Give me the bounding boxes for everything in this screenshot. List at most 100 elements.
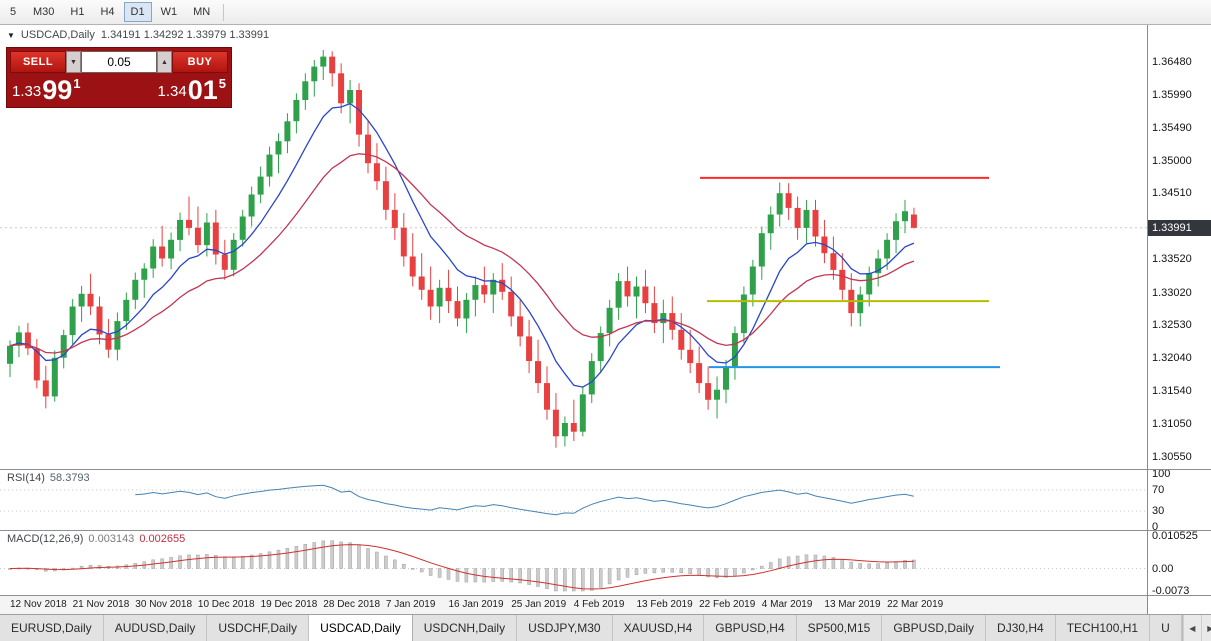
price-axis-label: 1.30550 <box>1152 451 1192 463</box>
macd-axis-label: 0.00 <box>1152 562 1174 575</box>
macd-histogram-bar <box>366 548 370 569</box>
candlestick-chart[interactable] <box>0 25 1147 470</box>
macd-name: MACD(12,26,9) <box>7 533 84 545</box>
macd-plot <box>0 540 1147 592</box>
candle-body <box>499 279 506 292</box>
date-axis-label: 21 Nov 2018 <box>72 599 130 610</box>
price-axis-label: 1.35990 <box>1152 88 1192 101</box>
candle-body <box>839 269 846 290</box>
candle-body <box>794 207 801 228</box>
candle-body <box>382 181 389 210</box>
candle-body <box>875 258 882 274</box>
candle-body <box>758 233 765 267</box>
macd-histogram-bar <box>339 541 343 569</box>
macd-histogram-bar <box>419 568 424 573</box>
timeframe-button-M30[interactable]: M30 <box>33 6 55 18</box>
macd-histogram-bar <box>509 568 513 583</box>
volume-input[interactable] <box>81 51 157 73</box>
candle-body <box>812 209 819 237</box>
macd-histogram-bar <box>402 563 406 569</box>
date-axis-label: 10 Dec 2018 <box>197 599 255 610</box>
candle-body <box>776 193 783 215</box>
candles <box>7 50 917 448</box>
candle-body <box>320 56 327 67</box>
candle-body <box>526 336 533 361</box>
sell-button[interactable]: SELL <box>10 51 66 73</box>
rsi-value: 58.3793 <box>49 472 90 484</box>
rsi-indicator-pane[interactable]: RSI(14) 58.3793 <box>0 470 1147 531</box>
timeframe-button-5[interactable]: 5 <box>9 6 17 18</box>
macd-histogram-bar <box>590 568 594 591</box>
ask-price-display[interactable]: 1.34 01 5 <box>158 76 226 104</box>
macd-histogram-bar <box>464 568 469 583</box>
rsi-line <box>135 484 915 516</box>
bid-pipette: 1 <box>73 76 81 91</box>
chart-tab-xauusd-h4[interactable]: XAUUSD,H4 <box>612 615 705 641</box>
macd-histogram-bar <box>178 555 182 569</box>
chart-tab-tech100-h1[interactable]: TECH100,H1 <box>1055 615 1151 641</box>
date-axis-label: 4 Mar 2019 <box>761 599 813 610</box>
chart-tab-usdjpy-m30[interactable]: USDJPY,M30 <box>517 615 613 641</box>
candle-body <box>705 383 712 400</box>
candle-body <box>803 209 810 228</box>
scroll-tabs-left-button[interactable]: ◀ <box>1182 615 1201 641</box>
timeframe-button-D1[interactable]: D1 <box>123 2 152 22</box>
candle-body <box>33 348 40 381</box>
candle-body <box>96 306 103 335</box>
candle-body <box>159 246 166 259</box>
candle-body <box>105 334 112 350</box>
macd-histogram-bar <box>616 568 621 581</box>
chart-tab-audusd-daily[interactable]: AUDUSD,Daily <box>103 615 208 641</box>
timeframe-button-H1[interactable]: H1 <box>70 6 85 18</box>
chart-tab-gbpusd-daily[interactable]: GBPUSD,Daily <box>882 615 987 641</box>
candle-body <box>284 121 291 142</box>
chart-tab-gbpusd-h4[interactable]: GBPUSD,H4 <box>704 615 797 641</box>
macd-histogram-bar <box>240 555 245 569</box>
pane-divider[interactable] <box>0 469 1211 470</box>
macd-histogram-bar <box>428 568 433 576</box>
macd-histogram-bar <box>169 557 173 569</box>
time-axis[interactable]: 12 Nov 2018 21 Nov 2018 30 Nov 2018 10 Dec … <box>0 596 1147 614</box>
date-axis-label: 19 Dec 2018 <box>260 599 318 610</box>
macd-histogram-bar <box>634 568 639 576</box>
pane-divider[interactable] <box>0 530 1211 531</box>
candle-body <box>69 306 76 336</box>
macd-histogram-bar <box>643 568 648 574</box>
macd-indicator-pane[interactable]: MACD(12,26,9) 0.003143 0.002655 <box>0 531 1147 596</box>
volume-increase-button[interactable]: ▲ <box>157 51 172 73</box>
price-chart-pane[interactable]: ▼ USDCAD,Daily 1.34191 1.34292 1.33979 1… <box>0 25 1147 470</box>
timeframe-button-H4[interactable]: H4 <box>100 6 115 18</box>
bid-prefix: 1.33 <box>12 83 42 100</box>
candle-body <box>570 423 577 432</box>
candle-body <box>866 273 873 295</box>
price-axis-label: 1.33520 <box>1152 253 1192 266</box>
chart-tab-sp500-m15[interactable]: SP500,M15 <box>796 615 883 641</box>
macd-histogram-bar <box>545 568 549 589</box>
chart-tab-usdcad-daily[interactable]: USDCAD,Daily <box>309 615 413 641</box>
timeframe-button-W1[interactable]: W1 <box>160 6 178 18</box>
candle-body <box>902 211 908 222</box>
timeframe-button-MN[interactable]: MN <box>193 6 211 18</box>
one-click-collapse-icon[interactable]: ▼ <box>7 30 15 40</box>
candle-body <box>418 276 425 290</box>
macd-histogram-bar <box>536 568 540 587</box>
date-axis-label: 12 Nov 2018 <box>10 599 67 610</box>
macd-histogram-bar <box>437 568 442 578</box>
scroll-tabs-right-button[interactable]: ▶ <box>1200 615 1211 641</box>
chart-tab-eurusd-daily[interactable]: EURUSD,Daily <box>0 615 104 641</box>
buy-button[interactable]: BUY <box>172 51 228 73</box>
macd-histogram-bar <box>822 555 827 569</box>
chevron-down-icon: ▼ <box>70 58 77 66</box>
price-axis[interactable]: 1.33991 1.36480 1.35990 1.35490 1.35000 1.34… <box>1147 25 1211 614</box>
volume-decrease-button[interactable]: ▼ <box>66 51 81 73</box>
chart-tab-u[interactable]: U <box>1150 615 1182 641</box>
chart-tab-dj30-h4[interactable]: DJ30,H4 <box>986 615 1056 641</box>
price-axis-label: 1.32040 <box>1152 351 1192 364</box>
bid-price-display[interactable]: 1.33 99 1 <box>12 76 81 104</box>
candle-body <box>633 286 640 297</box>
candle-body <box>561 423 568 437</box>
macd-histogram-bar <box>733 568 737 577</box>
price-axis-label: 1.35000 <box>1152 154 1192 167</box>
chart-tab-usdchf-daily[interactable]: USDCHF,Daily <box>207 615 310 641</box>
chart-tab-usdcnh-daily[interactable]: USDCNH,Daily <box>412 615 518 641</box>
